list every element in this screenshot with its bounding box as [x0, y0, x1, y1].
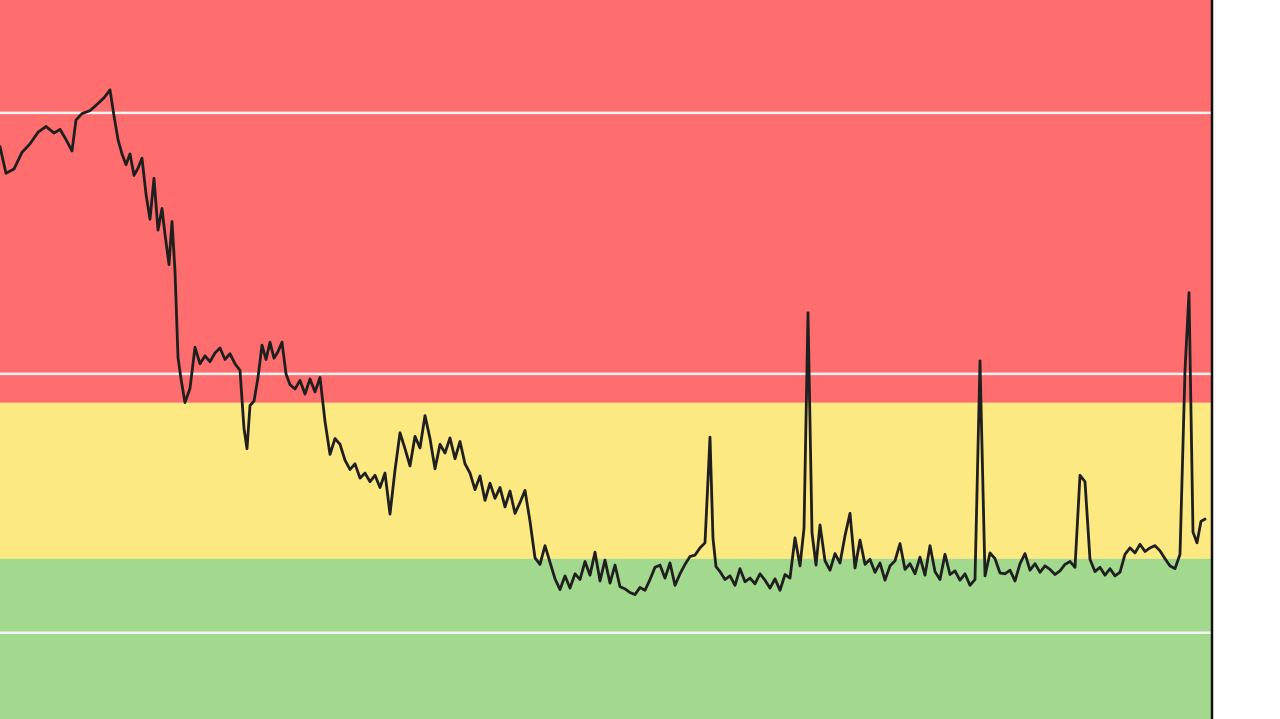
series-line-0 — [0, 88, 1207, 596]
band-2 — [0, 0, 1211, 403]
gridlines — [0, 111, 1211, 634]
band-0 — [0, 558, 1211, 719]
threshold-bands — [0, 0, 1211, 719]
series-group — [0, 88, 1207, 596]
band-1 — [0, 402, 1211, 559]
